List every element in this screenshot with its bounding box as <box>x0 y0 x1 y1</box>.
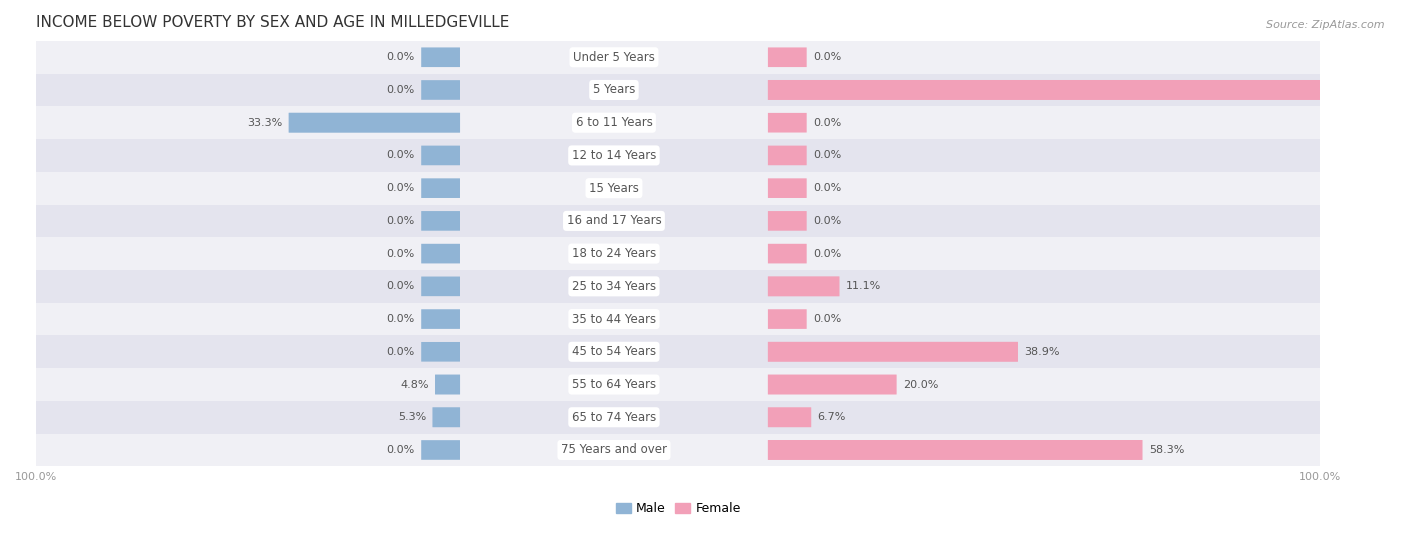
Text: 11.1%: 11.1% <box>846 281 882 291</box>
Text: 0.0%: 0.0% <box>387 281 415 291</box>
Text: 0.0%: 0.0% <box>387 347 415 357</box>
Text: 16 and 17 Years: 16 and 17 Years <box>567 215 661 228</box>
Text: 0.0%: 0.0% <box>387 249 415 259</box>
FancyBboxPatch shape <box>768 178 807 198</box>
FancyBboxPatch shape <box>422 80 460 100</box>
FancyBboxPatch shape <box>434 375 460 395</box>
FancyBboxPatch shape <box>422 277 460 296</box>
Text: 0.0%: 0.0% <box>387 150 415 160</box>
FancyBboxPatch shape <box>422 211 460 231</box>
FancyBboxPatch shape <box>768 309 807 329</box>
Text: 0.0%: 0.0% <box>813 150 841 160</box>
FancyBboxPatch shape <box>768 48 807 67</box>
Text: 0.0%: 0.0% <box>813 314 841 324</box>
Bar <box>37 368 1320 401</box>
FancyBboxPatch shape <box>288 113 460 132</box>
Bar <box>37 106 1320 139</box>
FancyBboxPatch shape <box>768 440 1143 460</box>
Text: 0.0%: 0.0% <box>813 249 841 259</box>
Text: 18 to 24 Years: 18 to 24 Years <box>572 247 657 260</box>
Text: 0.0%: 0.0% <box>387 445 415 455</box>
Text: 12 to 14 Years: 12 to 14 Years <box>572 149 657 162</box>
Text: 0.0%: 0.0% <box>813 52 841 62</box>
Bar <box>37 139 1320 172</box>
Text: INCOME BELOW POVERTY BY SEX AND AGE IN MILLEDGEVILLE: INCOME BELOW POVERTY BY SEX AND AGE IN M… <box>37 15 509 30</box>
Bar <box>37 41 1320 74</box>
FancyBboxPatch shape <box>422 309 460 329</box>
Text: 35 to 44 Years: 35 to 44 Years <box>572 312 657 325</box>
Text: 0.0%: 0.0% <box>813 216 841 226</box>
Text: 0.0%: 0.0% <box>387 314 415 324</box>
Bar <box>37 270 1320 303</box>
Text: 0.0%: 0.0% <box>387 52 415 62</box>
Text: 38.9%: 38.9% <box>1024 347 1060 357</box>
Bar <box>37 74 1320 106</box>
Text: 6.7%: 6.7% <box>817 412 846 422</box>
Bar <box>37 303 1320 335</box>
FancyBboxPatch shape <box>768 244 807 263</box>
Text: 65 to 74 Years: 65 to 74 Years <box>572 411 657 424</box>
Text: 15 Years: 15 Years <box>589 182 638 195</box>
FancyBboxPatch shape <box>768 145 807 165</box>
Text: 0.0%: 0.0% <box>813 183 841 193</box>
Text: 75 Years and over: 75 Years and over <box>561 443 666 457</box>
Text: 4.8%: 4.8% <box>401 380 429 390</box>
FancyBboxPatch shape <box>768 211 807 231</box>
Bar <box>37 172 1320 205</box>
FancyBboxPatch shape <box>768 375 897 395</box>
Text: 5.3%: 5.3% <box>398 412 426 422</box>
Bar <box>37 237 1320 270</box>
Text: 0.0%: 0.0% <box>813 118 841 127</box>
Text: 25 to 34 Years: 25 to 34 Years <box>572 280 657 293</box>
Bar <box>37 434 1320 466</box>
Text: 33.3%: 33.3% <box>247 118 283 127</box>
Text: 100.0%: 100.0% <box>1358 85 1403 95</box>
FancyBboxPatch shape <box>768 342 1018 362</box>
FancyBboxPatch shape <box>422 145 460 165</box>
FancyBboxPatch shape <box>422 342 460 362</box>
Text: 5 Years: 5 Years <box>593 83 636 97</box>
Text: 20.0%: 20.0% <box>903 380 938 390</box>
Bar <box>37 205 1320 237</box>
FancyBboxPatch shape <box>433 408 460 427</box>
Bar <box>37 335 1320 368</box>
Text: 58.3%: 58.3% <box>1149 445 1184 455</box>
Legend: Male, Female: Male, Female <box>616 503 741 515</box>
Text: 0.0%: 0.0% <box>387 85 415 95</box>
FancyBboxPatch shape <box>422 440 460 460</box>
FancyBboxPatch shape <box>768 113 807 132</box>
Text: 55 to 64 Years: 55 to 64 Years <box>572 378 657 391</box>
FancyBboxPatch shape <box>768 276 839 296</box>
Text: 0.0%: 0.0% <box>387 183 415 193</box>
Text: Source: ZipAtlas.com: Source: ZipAtlas.com <box>1267 20 1385 30</box>
Bar <box>37 401 1320 434</box>
Text: Under 5 Years: Under 5 Years <box>574 51 655 64</box>
Text: 45 to 54 Years: 45 to 54 Years <box>572 345 657 358</box>
Text: 6 to 11 Years: 6 to 11 Years <box>575 116 652 129</box>
FancyBboxPatch shape <box>768 80 1406 100</box>
FancyBboxPatch shape <box>422 48 460 67</box>
FancyBboxPatch shape <box>768 408 811 427</box>
Text: 0.0%: 0.0% <box>387 216 415 226</box>
FancyBboxPatch shape <box>422 178 460 198</box>
FancyBboxPatch shape <box>422 244 460 263</box>
